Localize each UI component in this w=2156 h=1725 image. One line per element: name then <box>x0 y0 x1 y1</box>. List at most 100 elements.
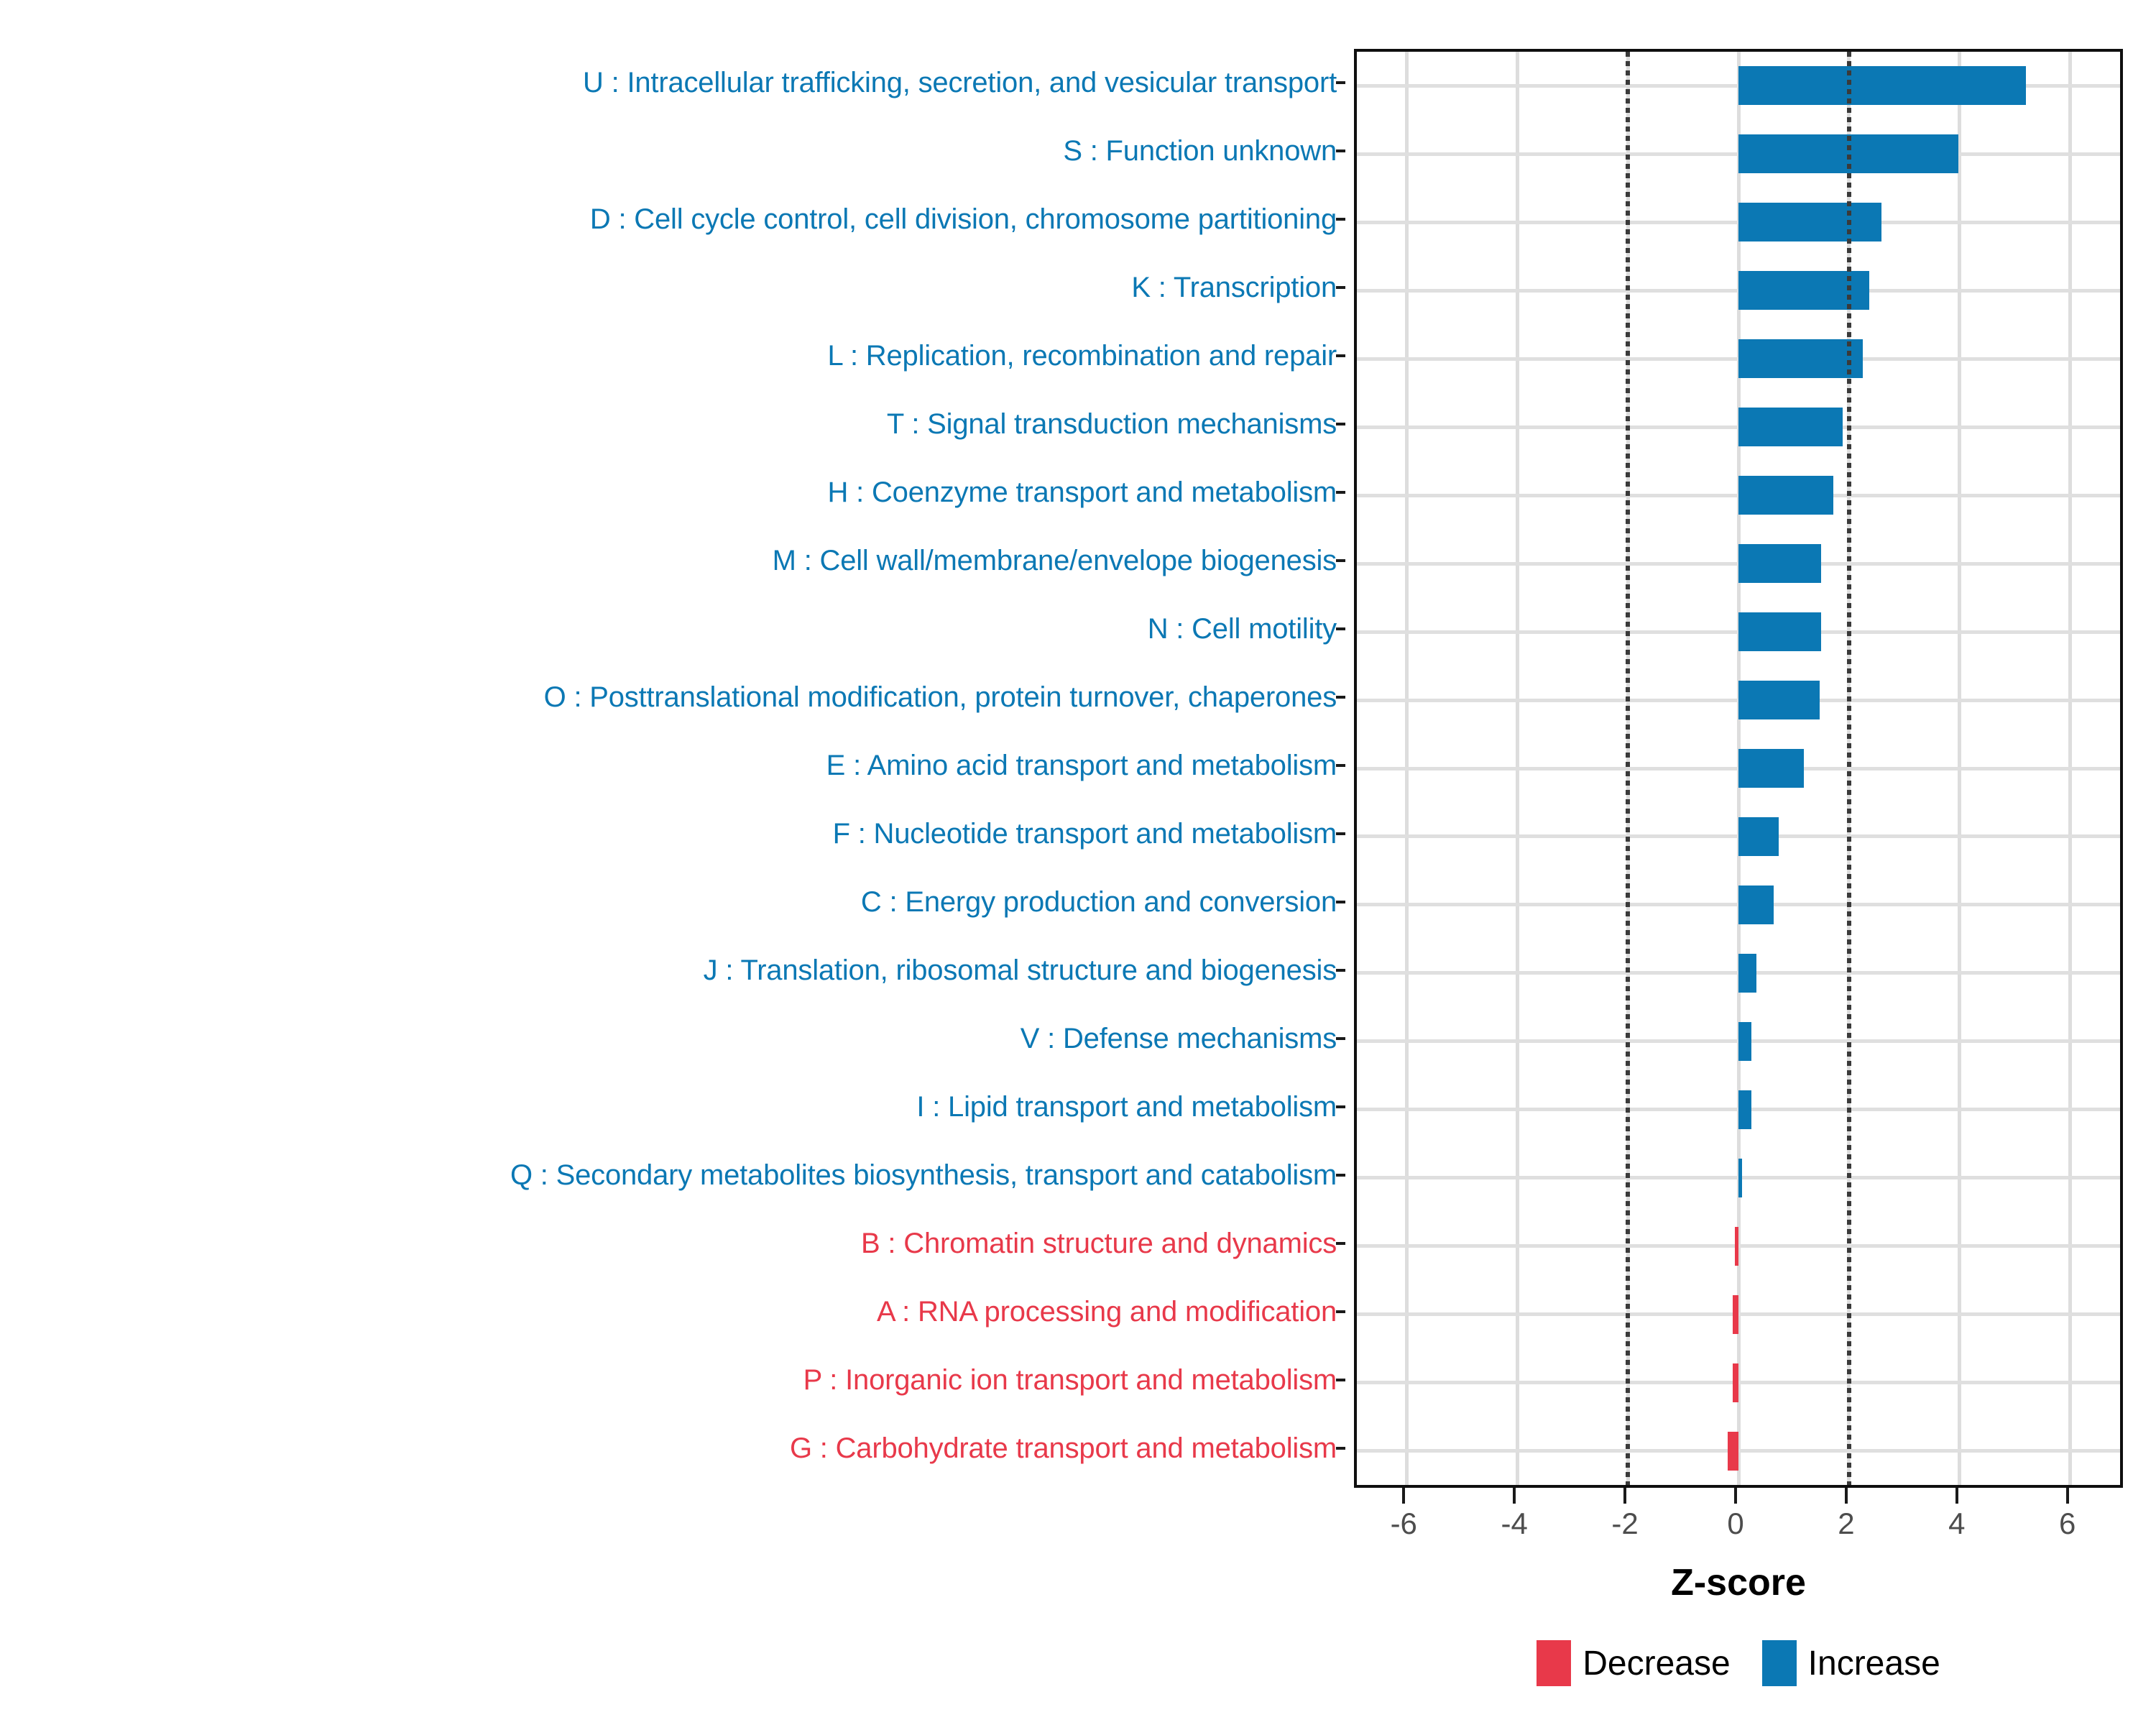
x-axis: -6 -4 -2 0 2 4 6 <box>1354 1488 2123 1581</box>
category-label: D : Cell cycle control, cell division, c… <box>589 203 1337 236</box>
category-row: F : Nucleotide transport and metabolism <box>0 799 1345 868</box>
bar[interactable] <box>1738 816 1779 856</box>
bar[interactable] <box>1738 1021 1752 1061</box>
gridline-horizontal <box>1357 1449 2120 1453</box>
y-axis-tick <box>1336 763 1345 767</box>
y-axis-tick <box>1336 1241 1345 1245</box>
bar[interactable] <box>1738 1158 1742 1197</box>
category-label: H : Coenzyme transport and metabolism <box>827 477 1337 509</box>
y-axis-tick <box>1336 286 1345 290</box>
y-axis-tick <box>1336 218 1345 221</box>
x-axis-tick-label: 6 <box>2059 1506 2076 1540</box>
category-label: T : Signal transduction mechanisms <box>886 408 1337 441</box>
category-label: A : RNA processing and modification <box>876 1295 1337 1328</box>
category-label-column: U : Intracellular trafficking, secretion… <box>0 49 1345 1488</box>
x-axis-tick-label: 0 <box>1727 1506 1744 1540</box>
legend: Decrease Increase <box>1354 1640 2123 1686</box>
category-row: B : Chromatin structure and dynamics <box>0 1209 1345 1277</box>
category-row: N : Cell motility <box>0 595 1345 663</box>
category-label: V : Defense mechanisms <box>1020 1022 1337 1054</box>
reference-line <box>1626 52 1631 1485</box>
y-axis-tick <box>1336 696 1345 699</box>
y-axis-tick <box>1336 150 1345 153</box>
category-row: K : Transcription <box>0 254 1345 322</box>
category-row: G : Carbohydrate transport and metabolis… <box>0 1414 1345 1482</box>
x-axis-tick <box>1513 1488 1516 1504</box>
category-label: E : Amino acid transport and metabolism <box>826 749 1337 781</box>
category-row: C : Energy production and conversion <box>0 868 1345 936</box>
category-row: H : Coenzyme transport and metabolism <box>0 459 1345 527</box>
y-axis-tick <box>1336 1036 1345 1040</box>
x-axis-tick <box>1844 1488 1848 1504</box>
category-label: U : Intracellular trafficking, secretion… <box>583 67 1337 99</box>
bar[interactable] <box>1735 1226 1739 1266</box>
category-row: L : Replication, recombination and repai… <box>0 322 1345 390</box>
category-label: F : Nucleotide transport and metabolism <box>832 817 1337 850</box>
legend-swatch-increase <box>1761 1640 1797 1686</box>
y-axis-tick <box>1336 900 1345 903</box>
bar[interactable] <box>1738 612 1822 652</box>
y-axis-tick <box>1336 1173 1345 1177</box>
plot-panel <box>1354 49 2123 1488</box>
y-axis-tick <box>1336 627 1345 631</box>
x-axis-tick <box>1734 1488 1737 1504</box>
bar[interactable] <box>1738 203 1881 242</box>
x-axis-tick-label: 2 <box>1838 1506 1855 1540</box>
category-row: A : RNA processing and modification <box>0 1277 1345 1346</box>
category-label: L : Replication, recombination and repai… <box>827 340 1337 372</box>
category-row: M : Cell wall/membrane/envelope biogenes… <box>0 527 1345 595</box>
y-axis-tick <box>1336 491 1345 494</box>
y-axis-tick <box>1336 559 1345 563</box>
category-label: N : Cell motility <box>1147 613 1337 645</box>
legend-item-decrease[interactable]: Decrease <box>1537 1640 1731 1686</box>
y-axis-tick <box>1336 1310 1345 1313</box>
bar[interactable] <box>1738 885 1774 924</box>
x-axis-tick-label: -2 <box>1611 1506 1639 1540</box>
y-axis-tick <box>1336 968 1345 972</box>
reference-line <box>1846 52 1851 1485</box>
y-axis-tick <box>1336 1105 1345 1108</box>
bar[interactable] <box>1733 1294 1738 1334</box>
y-axis-tick <box>1336 1378 1345 1381</box>
x-axis-tick <box>1623 1488 1627 1504</box>
category-row: E : Amino acid transport and metabolism <box>0 732 1345 800</box>
legend-label-decrease: Decrease <box>1583 1644 1731 1683</box>
category-label: K : Transcription <box>1131 272 1337 304</box>
y-axis-tick <box>1336 832 1345 835</box>
bar[interactable] <box>1738 953 1756 993</box>
plot-area <box>1357 52 2120 1485</box>
category-label: J : Translation, ribosomal structure and… <box>703 954 1337 986</box>
category-row: D : Cell cycle control, cell division, c… <box>0 185 1345 254</box>
bar[interactable] <box>1738 1090 1751 1129</box>
category-label: Q : Secondary metabolites biosynthesis, … <box>510 1159 1337 1191</box>
x-axis-tick-label: -4 <box>1501 1506 1528 1540</box>
bar[interactable] <box>1733 1363 1738 1402</box>
bar[interactable] <box>1738 408 1843 447</box>
y-axis-tick <box>1336 1446 1345 1450</box>
gridline-horizontal <box>1357 1312 2120 1317</box>
category-label: G : Carbohydrate transport and metabolis… <box>789 1432 1337 1464</box>
bar[interactable] <box>1738 681 1820 720</box>
category-label: C : Energy production and conversion <box>860 886 1337 918</box>
category-row: S : Function unknown <box>0 117 1345 185</box>
category-label: M : Cell wall/membrane/envelope biogenes… <box>772 545 1337 577</box>
bar[interactable] <box>1727 1431 1738 1471</box>
x-axis-tick-label: 4 <box>1948 1506 1966 1540</box>
x-axis-tick <box>2065 1488 2069 1504</box>
category-row: T : Signal transduction mechanisms <box>0 390 1345 459</box>
x-axis-tick <box>1955 1488 1958 1504</box>
category-label: B : Chromatin structure and dynamics <box>861 1227 1337 1259</box>
bar[interactable] <box>1738 476 1834 515</box>
category-row: U : Intracellular trafficking, secretion… <box>0 49 1345 117</box>
x-axis-tick-label: -6 <box>1390 1506 1417 1540</box>
category-row: V : Defense mechanisms <box>0 1004 1345 1072</box>
bar[interactable] <box>1738 749 1804 788</box>
category-label: S : Function unknown <box>1063 135 1337 167</box>
x-axis-tick <box>1402 1488 1406 1504</box>
bar[interactable] <box>1738 339 1864 379</box>
bar[interactable] <box>1738 544 1822 584</box>
bar[interactable] <box>1738 66 2027 106</box>
legend-item-increase[interactable]: Increase <box>1761 1640 1940 1686</box>
legend-swatch-decrease <box>1537 1640 1572 1686</box>
